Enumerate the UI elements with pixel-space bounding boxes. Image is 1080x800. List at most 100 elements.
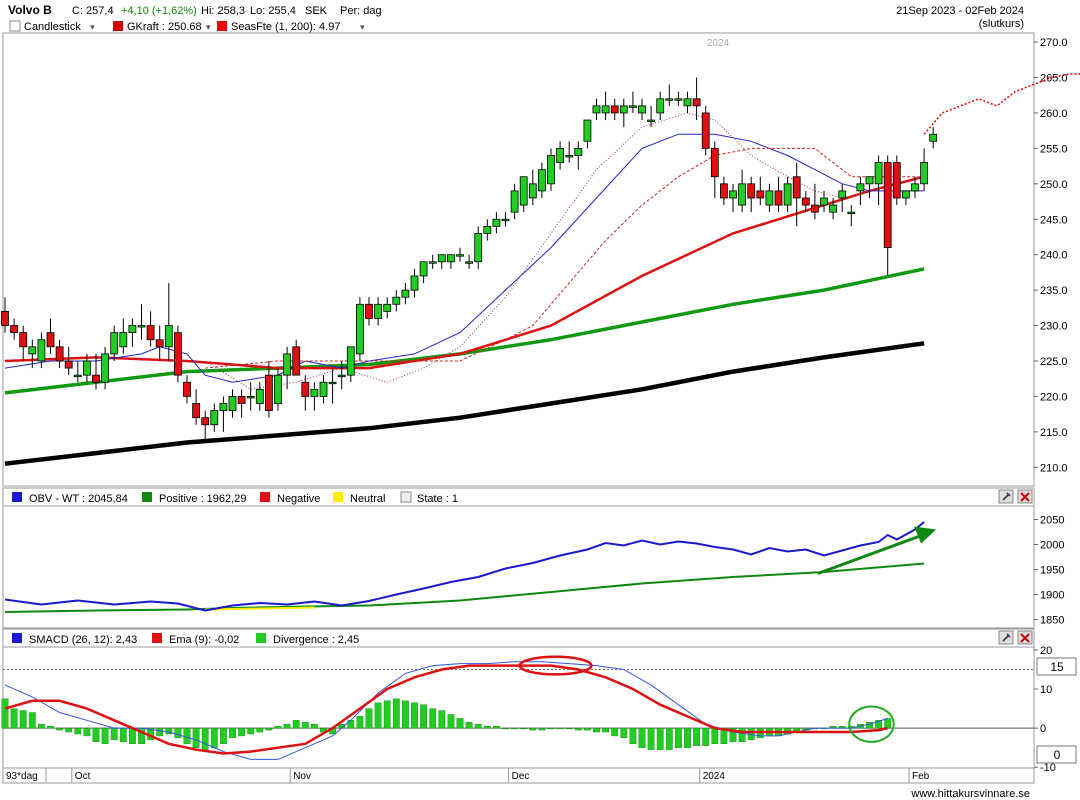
- candle-body: [128, 325, 137, 334]
- candle-body: [246, 396, 255, 399]
- macd-tick-label: 10: [1040, 684, 1052, 696]
- price-tick-label: 235.0: [1040, 285, 1068, 297]
- candle-body: [392, 296, 401, 305]
- divergence-bar: [101, 727, 109, 744]
- candle-body: [692, 98, 701, 107]
- close-glyph: [1020, 492, 1030, 502]
- candle-body: [592, 105, 601, 114]
- price-lines: [4, 73, 1080, 466]
- divergence-bar: [311, 724, 318, 729]
- candle-body: [337, 374, 346, 378]
- year-label: 2024: [707, 38, 730, 49]
- divergence-bar: [229, 727, 236, 739]
- divergence-bar: [347, 720, 355, 729]
- divergence-bar: [465, 722, 473, 729]
- candle-body: [374, 303, 383, 319]
- positive-swatch: [142, 492, 152, 502]
- candle-body: [83, 360, 91, 376]
- period-label: Per: dag: [340, 5, 382, 17]
- divergence-bar: [402, 700, 409, 729]
- zero-badge: [1036, 745, 1077, 764]
- candle-body: [801, 197, 810, 206]
- divergence-bar: [556, 727, 564, 730]
- divergence-bar: [474, 724, 482, 729]
- seasfte-swatch: [217, 21, 227, 31]
- candle-body: [264, 374, 273, 411]
- obv-tick-label: 1850: [1040, 615, 1064, 627]
- seasfte-label[interactable]: SeasFte (1, 200): 4.97: [231, 21, 340, 33]
- candle-body: [319, 381, 328, 397]
- divergence-bar: [629, 727, 637, 744]
- divergence-bar: [83, 727, 91, 737]
- divergence-bar: [183, 727, 191, 744]
- price-tick-label: 215.0: [1040, 427, 1068, 439]
- divergence-bar: [156, 727, 164, 737]
- divergence-bar: [47, 725, 54, 729]
- candle-body: [902, 190, 910, 199]
- dropdown-arrow-icon[interactable]: ▾: [360, 22, 365, 32]
- obv-label: OBV - WT : 2045,84: [29, 493, 128, 505]
- candle-body: [155, 339, 164, 348]
- obv-positive-line: [4, 562, 925, 613]
- smacd-swatch: [12, 633, 22, 643]
- pink-dotted-line: [204, 112, 925, 390]
- candle-body: [847, 211, 856, 215]
- candle-body: [656, 98, 665, 114]
- dropdown-arrow-icon[interactable]: ▾: [90, 22, 95, 32]
- obv-legend: OBV - WT : 2045,84 Positive : 1962,29 Ne…: [12, 491, 458, 505]
- divergence-bar: [119, 727, 127, 743]
- divergence-bar: [110, 727, 118, 741]
- candle-body: [110, 332, 119, 355]
- divergence-bar: [256, 727, 264, 733]
- candle-body: [547, 155, 555, 185]
- zero-badge-text: 0: [1054, 748, 1061, 762]
- price-legend[interactable]: Candlestick ▾ GKraft : 250.68 ▾ SeasFte …: [9, 20, 365, 33]
- ma-blue-line: [4, 133, 925, 383]
- obv-neutral-segment: [205, 606, 315, 611]
- divergence-bar: [638, 727, 646, 748]
- divergence-bar: [693, 727, 701, 746]
- macd-tick-label: 20: [1040, 645, 1052, 657]
- candle-body: [920, 162, 928, 185]
- candle-body: [210, 410, 219, 426]
- symbol-label: Volvo B: [8, 3, 52, 17]
- candle-body: [501, 218, 510, 222]
- candle-body: [556, 147, 564, 163]
- candle-body: [710, 147, 719, 178]
- candle-body: [19, 332, 28, 348]
- candle-body: [446, 254, 455, 263]
- macd-panel-tools[interactable]: [998, 630, 1033, 645]
- divergence-bar: [65, 727, 73, 733]
- candle-body: [856, 183, 865, 192]
- month-label: Nov: [293, 771, 311, 782]
- x-axis-bar: [2, 767, 1035, 784]
- divergence-bar: [38, 724, 45, 729]
- trend-arrow-head: [914, 526, 937, 544]
- divergence-bar: [429, 708, 437, 729]
- obv-swatch: [12, 492, 22, 502]
- candle-body: [638, 105, 646, 114]
- divergence-bar: [675, 727, 682, 748]
- candle-body: [64, 360, 73, 369]
- divergence-bar: [420, 704, 427, 729]
- candle-body: [228, 396, 237, 411]
- candle-body: [365, 303, 373, 319]
- price-tick-label: 230.0: [1040, 321, 1068, 333]
- price-tick-label: 240.0: [1040, 250, 1068, 262]
- candle-body: [765, 190, 774, 206]
- obv-axis: 1850 1900 1950 2000 2050: [1034, 515, 1064, 627]
- candle-body: [137, 325, 146, 328]
- candle-body: [346, 346, 355, 376]
- divergence-bar: [547, 727, 555, 730]
- obv-panel-tools[interactable]: [998, 489, 1033, 504]
- divergence-bar: [711, 727, 719, 744]
- month-label: 2024: [703, 771, 726, 782]
- candle-body: [720, 183, 728, 199]
- dropdown-arrow-icon[interactable]: ▾: [206, 22, 211, 32]
- gkraft-label[interactable]: GKraft : 250.68: [127, 21, 202, 33]
- candle-body: [829, 204, 837, 213]
- divergence-bar: [656, 727, 664, 750]
- candle-body: [355, 303, 364, 355]
- candle-body: [820, 197, 828, 206]
- candlestick-label[interactable]: Candlestick: [24, 21, 81, 33]
